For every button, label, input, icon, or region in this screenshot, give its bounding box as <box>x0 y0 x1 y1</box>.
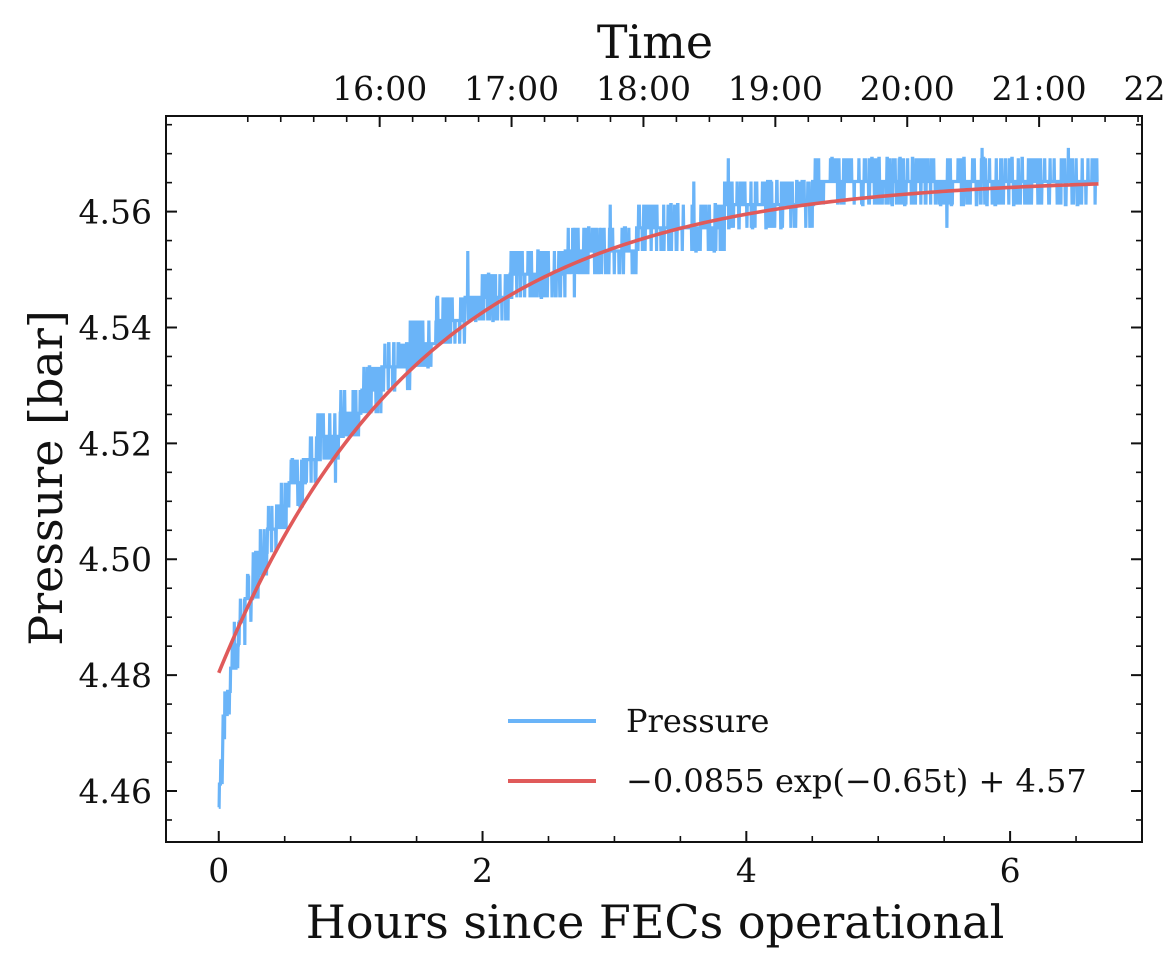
x-tick-label: 6 <box>1000 851 1021 890</box>
x-tick-label: 4 <box>736 851 757 890</box>
y-tick-label: 4.48 <box>79 656 152 695</box>
top-axis-title: Time <box>597 15 713 69</box>
top-tick-label: 21:00 <box>992 69 1087 108</box>
top-tick-label: 16:00 <box>332 69 427 108</box>
top-tick-label: 22:00 <box>1123 69 1164 108</box>
top-tick-label: 19:00 <box>728 69 823 108</box>
top-axis-labels: 16:00 17:00 18:00 19:00 20:00 21:00 22:00 <box>332 69 1164 108</box>
legend-label-pressure: Pressure <box>626 702 769 740</box>
series-layer <box>217 147 1099 809</box>
x-tick-label: 0 <box>208 851 229 890</box>
top-tick-label: 17:00 <box>464 69 559 108</box>
y-tick-label: 4.50 <box>79 540 152 579</box>
fit-series-line <box>217 182 1099 674</box>
legend: Pressure −0.0855 exp(−0.65t) + 4.57 <box>508 702 1087 800</box>
y-tick-label: 4.52 <box>79 424 152 463</box>
y-tick-label: 4.56 <box>79 193 152 232</box>
x-tick-label: 2 <box>472 851 493 890</box>
x-axis-title: Hours since FECs operational <box>306 895 1005 949</box>
y-tick-labels: 4.46 4.48 4.50 4.52 4.54 4.56 <box>79 193 152 811</box>
x-tick-labels: 0 2 4 6 <box>208 851 1020 890</box>
top-tick-label: 20:00 <box>860 69 955 108</box>
y-tick-label: 4.54 <box>79 308 152 347</box>
y-tick-label: 4.46 <box>79 772 152 811</box>
plot-frame <box>165 115 1143 843</box>
top-tick-label: 18:00 <box>596 69 691 108</box>
y-axis-title: Pressure [bar] <box>19 310 73 646</box>
legend-label-fit: −0.0855 exp(−0.65t) + 4.57 <box>626 762 1087 800</box>
